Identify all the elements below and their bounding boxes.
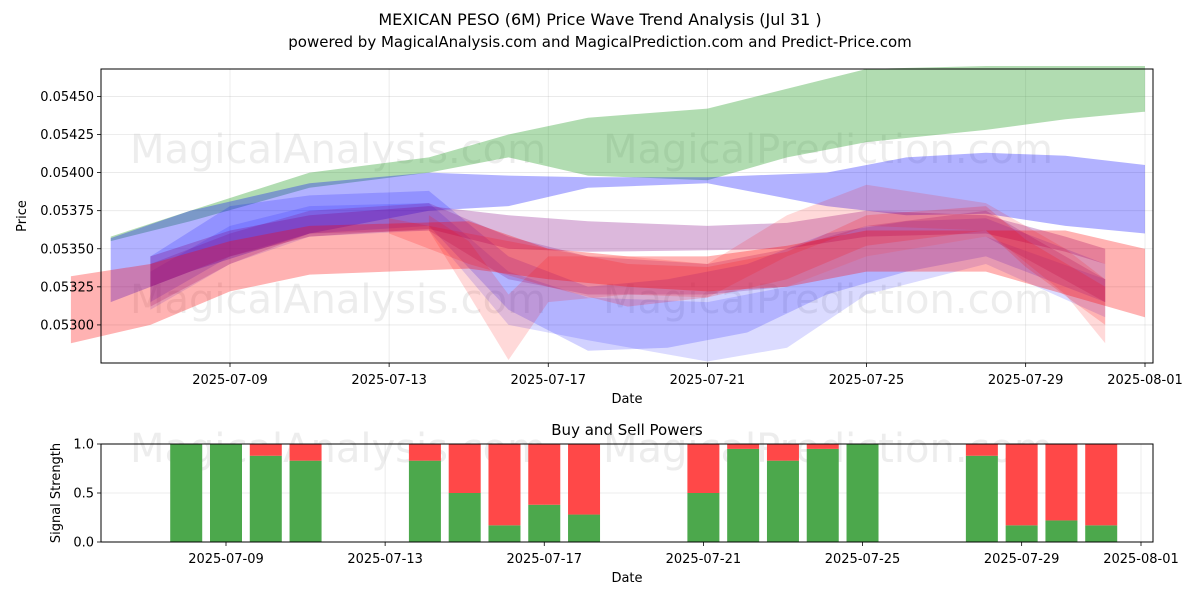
trend-band <box>150 203 1106 362</box>
watermark-text: MagicalPrediction.com <box>603 277 1053 323</box>
sell-bar <box>1005 444 1038 526</box>
trend-band <box>110 152 1146 303</box>
price-x-tick-label: 2025-07-13 <box>351 373 427 388</box>
buy-bar <box>488 525 521 542</box>
buy-bar <box>568 514 601 542</box>
sell-bar <box>448 444 481 493</box>
signal-y-tick-label: 0.0 <box>73 536 94 551</box>
price-x-tick-label: 2025-07-21 <box>670 373 746 388</box>
price-panel: MagicalAnalysis.com MagicalPrediction.com… <box>15 66 1183 407</box>
price-y-ticks: 0.05300 0.05325 0.05350 0.05375 0.05400 0.054… <box>40 90 101 333</box>
buy-bar <box>806 448 839 542</box>
signal-x-tick-label: 2025-07-13 <box>347 552 423 567</box>
sell-bar <box>965 444 998 456</box>
buy-bar <box>289 460 322 542</box>
price-y-tick-label: 0.05350 <box>40 242 94 257</box>
sell-bar <box>568 444 601 515</box>
price-grid <box>101 69 1153 363</box>
price-x-tick-label: 2025-07-29 <box>988 373 1064 388</box>
trend-band <box>150 203 1106 307</box>
buy-bar <box>170 444 203 542</box>
price-x-tick-label: 2025-07-25 <box>829 373 905 388</box>
signal-y-ticks: 0.0 0.5 1.0 <box>73 438 101 551</box>
buy-bar <box>766 460 799 542</box>
price-x-ticks: 2025-07-09 2025-07-13 2025-07-17 2025-07-21… <box>192 363 1183 388</box>
sell-bar <box>408 444 441 461</box>
signal-x-tick-label: 2025-07-17 <box>506 552 582 567</box>
price-watermarks: MagicalAnalysis.com MagicalPrediction.com… <box>130 127 1053 323</box>
trend-band <box>150 190 1106 351</box>
watermark-text: MagicalAnalysis.com <box>130 127 546 173</box>
signal-x-tick-label: 2025-07-21 <box>666 552 742 567</box>
price-x-tick-label: 2025-07-17 <box>510 373 586 388</box>
price-x-axis-label: Date <box>611 392 642 407</box>
buy-bar <box>727 448 760 542</box>
trend-band <box>428 184 1106 360</box>
trend-band <box>389 206 1106 325</box>
buy-bar <box>687 493 720 542</box>
chart-title: MEXICAN PESO (6M) Price Wave Trend Analy… <box>378 10 821 29</box>
buy-bar <box>528 504 561 542</box>
buy-bar <box>1045 520 1078 542</box>
price-y-axis-label: Price <box>15 200 30 232</box>
trend-band <box>110 66 1146 242</box>
signal-title: Buy and Sell Powers <box>551 421 703 439</box>
chart-subtitle: powered by MagicalAnalysis.com and Magic… <box>288 33 912 51</box>
buy-bar <box>965 455 998 542</box>
sell-bar <box>687 444 720 493</box>
price-y-tick-label: 0.05300 <box>40 318 94 333</box>
price-y-tick-label: 0.05400 <box>40 166 94 181</box>
sell-bar <box>488 444 521 526</box>
signal-x-ticks: 2025-07-09 2025-07-13 2025-07-17 2025-07-21… <box>188 542 1179 567</box>
sell-bar <box>1045 444 1078 521</box>
price-y-tick-label: 0.05375 <box>40 204 94 219</box>
signal-x-tick-label: 2025-07-29 <box>984 552 1060 567</box>
price-y-tick-label: 0.05450 <box>40 90 94 105</box>
buy-bar <box>846 444 879 542</box>
sell-bar <box>1085 444 1118 526</box>
price-y-tick-label: 0.05325 <box>40 280 94 295</box>
sell-bar <box>766 444 799 461</box>
price-bands <box>70 66 1146 362</box>
signal-x-tick-label: 2025-07-25 <box>825 552 901 567</box>
price-y-tick-label: 0.05425 <box>40 128 94 143</box>
watermark-text: MagicalAnalysis.com <box>130 277 546 323</box>
sell-bar <box>806 444 839 449</box>
signal-x-tick-label: 2025-07-09 <box>188 552 264 567</box>
trend-band <box>150 206 1106 287</box>
price-x-tick-label: 2025-07-09 <box>192 373 268 388</box>
buy-bar <box>1005 525 1038 542</box>
buy-bar <box>210 444 242 542</box>
sell-bar <box>289 444 322 461</box>
sell-bar <box>249 444 282 456</box>
signal-x-tick-label: 2025-08-01 <box>1103 552 1179 567</box>
signal-y-tick-label: 0.5 <box>73 487 94 502</box>
signal-y-tick-label: 1.0 <box>73 438 94 453</box>
buy-bar <box>408 460 441 542</box>
signal-panel: Buy and Sell Powers MagicalAnalysis.comM… <box>49 421 1179 586</box>
signal-bars <box>170 444 1118 542</box>
price-plot-frame <box>100 68 1154 364</box>
watermark-text: MagicalPrediction.com <box>603 127 1053 173</box>
sell-bar <box>727 444 760 449</box>
buy-bar <box>448 493 481 542</box>
buy-bar <box>249 455 282 542</box>
trend-band <box>70 221 1145 344</box>
signal-x-axis-label: Date <box>611 571 642 586</box>
buy-bar <box>1085 525 1118 542</box>
price-x-tick-label: 2025-08-01 <box>1107 373 1183 388</box>
signal-y-axis-label: Signal Strength <box>49 443 64 543</box>
sell-bar <box>528 444 561 505</box>
